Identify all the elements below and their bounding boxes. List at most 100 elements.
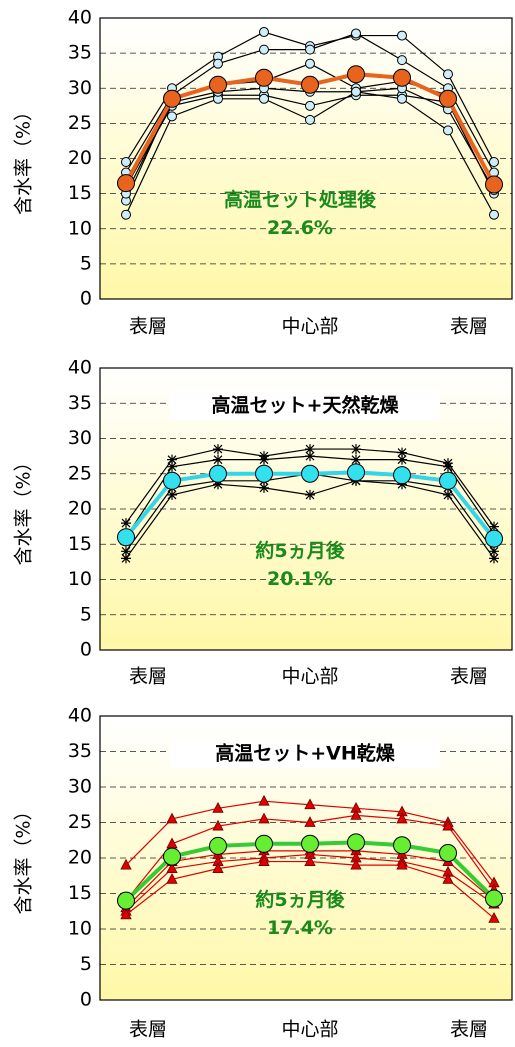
annotation: 22.6%	[267, 217, 333, 239]
marker	[121, 157, 131, 168]
x-tick-label: 中心部	[281, 1019, 338, 1041]
marker	[489, 553, 499, 564]
marker	[209, 836, 227, 855]
y-tick-label: 25	[68, 811, 92, 833]
marker	[301, 75, 319, 94]
marker	[442, 819, 454, 831]
marker	[397, 447, 407, 458]
marker	[351, 454, 361, 465]
marker	[121, 553, 131, 564]
marker	[485, 889, 503, 908]
marker	[166, 812, 178, 824]
marker	[258, 794, 270, 806]
marker	[489, 546, 499, 557]
marker	[304, 798, 316, 810]
annotation: 約5ヵ月後	[255, 539, 345, 562]
marker	[120, 908, 132, 920]
y-tick-label: 35	[68, 42, 92, 64]
y-tick-label: 40	[68, 705, 92, 727]
marker	[301, 464, 319, 483]
marker	[397, 93, 407, 104]
annotation: 高温セット処理後	[224, 188, 377, 211]
marker	[301, 834, 319, 853]
marker	[213, 454, 223, 465]
plot-frame	[99, 367, 513, 651]
marker	[347, 833, 365, 852]
y-tick-label: 40	[68, 7, 92, 29]
annotation: 約5ヵ月後	[255, 888, 345, 911]
marker	[212, 862, 224, 874]
marker	[166, 862, 178, 874]
marker	[350, 809, 362, 820]
x-tick-label: 表層	[129, 1019, 167, 1041]
marker	[163, 89, 181, 108]
marker	[304, 816, 316, 827]
marker	[213, 444, 223, 455]
marker	[489, 521, 499, 532]
marker	[259, 27, 269, 38]
marker	[485, 175, 503, 194]
y-tick-label: 20	[68, 498, 92, 520]
marker	[305, 100, 315, 111]
marker	[259, 44, 269, 55]
marker	[350, 858, 362, 870]
marker	[305, 58, 315, 69]
marker	[305, 451, 315, 462]
marker	[259, 93, 269, 104]
marker	[212, 819, 224, 831]
marker	[351, 28, 361, 39]
y-tick-label: 20	[68, 147, 92, 169]
y-tick-label: 15	[68, 533, 92, 555]
marker	[163, 847, 181, 866]
plot-frame	[99, 17, 513, 300]
marker	[393, 68, 411, 87]
marker	[439, 844, 457, 863]
marker	[121, 518, 131, 529]
annotation: 17.4%	[267, 917, 333, 939]
marker	[443, 69, 453, 80]
marker	[259, 454, 269, 465]
marker	[393, 466, 411, 485]
marker	[213, 58, 223, 69]
marker	[117, 174, 135, 193]
marker	[212, 801, 224, 813]
marker	[305, 114, 315, 125]
y-tick-label: 15	[68, 882, 92, 904]
y-tick-label: 10	[68, 217, 92, 239]
marker	[255, 464, 273, 483]
marker	[489, 209, 499, 220]
marker	[439, 471, 457, 490]
y-tick-label: 30	[68, 77, 92, 99]
y-tick-label: 5	[80, 953, 92, 975]
y-tick-label: 10	[68, 918, 92, 940]
marker	[396, 858, 408, 870]
marker	[305, 44, 315, 55]
y-tick-label: 0	[80, 989, 92, 1011]
y-tick-label: 25	[68, 112, 92, 134]
marker	[304, 855, 316, 866]
marker	[347, 65, 365, 84]
marker	[396, 812, 408, 824]
x-tick-label: 表層	[129, 666, 167, 688]
x-tick-label: 表層	[129, 316, 167, 338]
y-tick-label: 5	[80, 603, 92, 625]
marker	[167, 111, 177, 122]
y-tick-label: 35	[68, 392, 92, 414]
marker	[305, 489, 315, 500]
marker	[120, 858, 132, 870]
y-tick-label: 30	[68, 776, 92, 798]
y-axis-label: 含水率（%）	[13, 102, 35, 215]
marker	[213, 479, 223, 490]
y-tick-label: 30	[68, 427, 92, 449]
marker	[439, 89, 457, 108]
y-axis-label: 含水率（%）	[13, 452, 35, 565]
y-tick-label: 10	[68, 568, 92, 590]
marker	[258, 855, 270, 866]
marker	[488, 911, 500, 923]
marker	[117, 528, 135, 547]
marker	[443, 125, 453, 136]
marker	[351, 444, 361, 455]
marker	[166, 872, 178, 884]
